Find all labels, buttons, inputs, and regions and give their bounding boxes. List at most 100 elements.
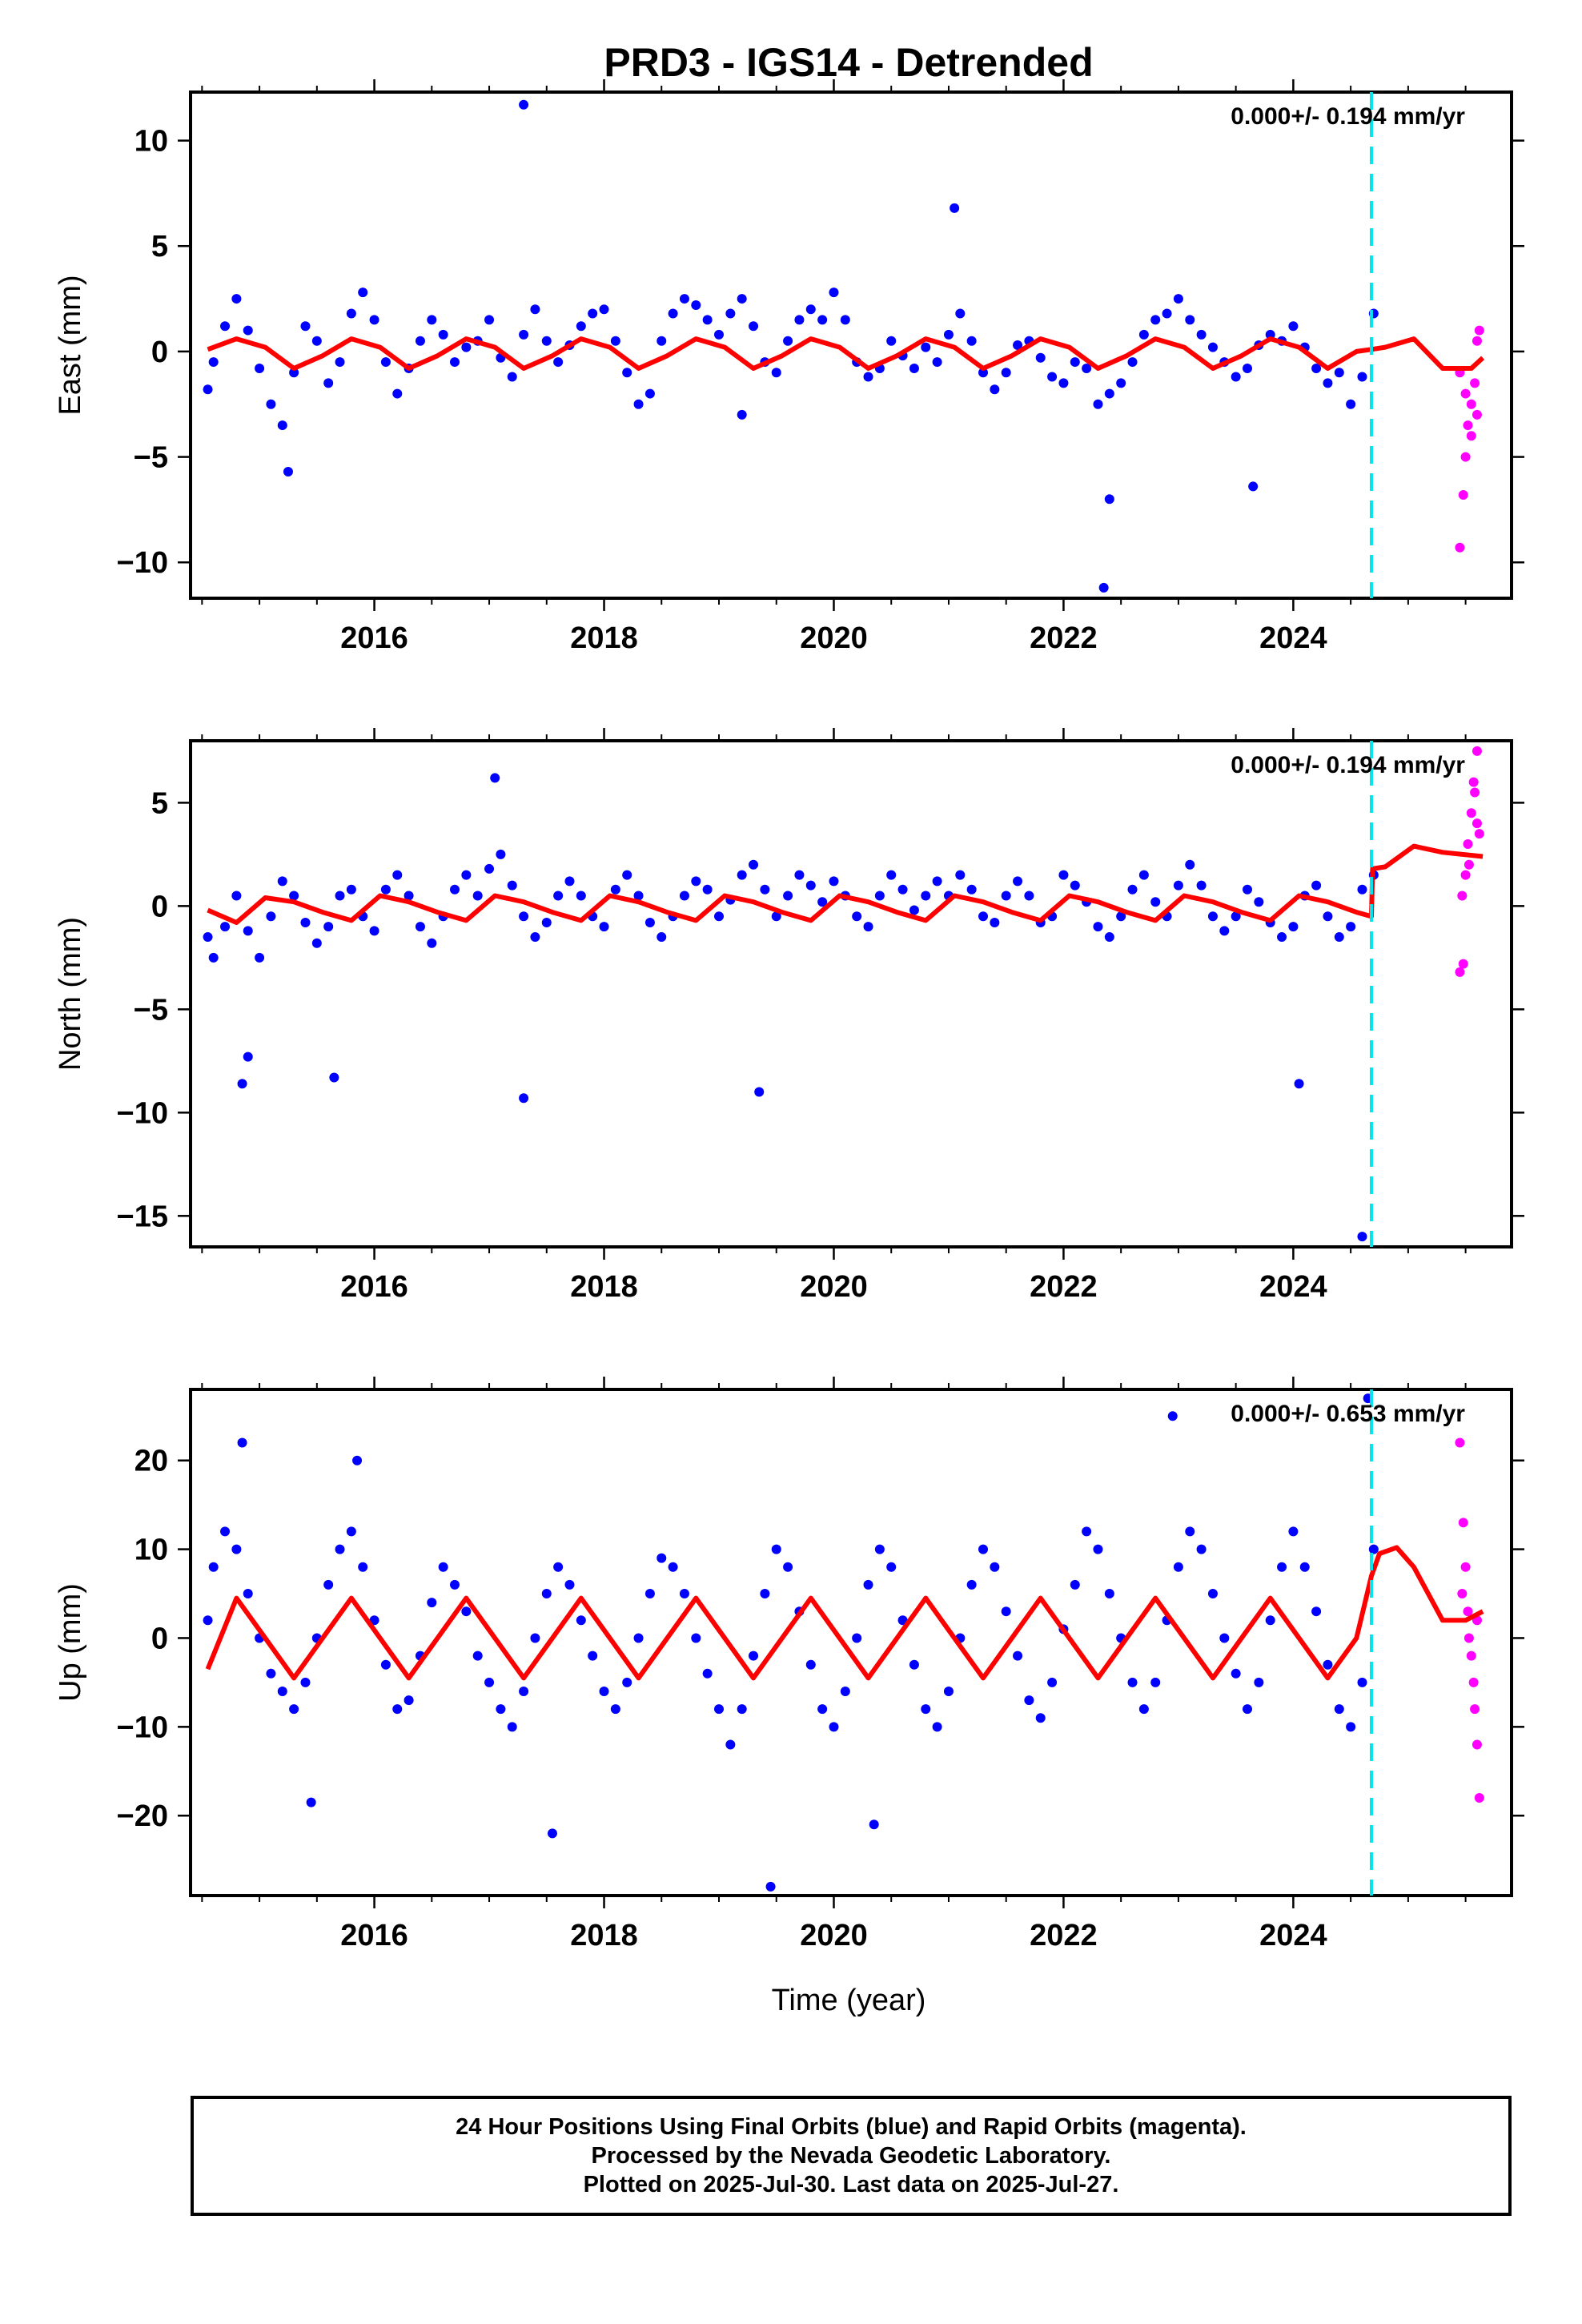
rapid-point [1474, 1793, 1484, 1803]
final-point [829, 287, 839, 298]
rapid-point [1460, 1562, 1471, 1572]
final-point [1138, 329, 1149, 340]
rapid-point [1460, 870, 1471, 880]
final-point [1288, 922, 1299, 932]
rapid-point [1457, 1589, 1468, 1599]
final-point [335, 891, 345, 901]
final-point [725, 1739, 736, 1750]
final-point [358, 1562, 368, 1572]
final-point [886, 1562, 897, 1572]
final-point [978, 368, 988, 378]
final-point [329, 1072, 339, 1083]
final-point [1299, 1562, 1310, 1572]
rapid-point [1466, 399, 1476, 409]
final-point [1070, 1579, 1080, 1590]
final-point [427, 938, 437, 948]
x-tick-label: 2024 [1259, 621, 1327, 655]
final-point [760, 1589, 770, 1599]
final-point [300, 321, 311, 332]
final-point [869, 1819, 879, 1830]
panel-frame [189, 739, 1513, 1248]
rate-label: 0.000+/- 0.194 mm/yr [1231, 103, 1465, 130]
x-tick-label: 2020 [800, 1270, 868, 1304]
final-point [1207, 911, 1218, 922]
final-point [1243, 1704, 1252, 1715]
x-axis-label: Time (year) [772, 1984, 926, 2017]
y-tick-label: −20 [117, 1799, 168, 1833]
y-tick-label: −10 [117, 1711, 168, 1744]
final-point [691, 300, 701, 310]
final-point [610, 884, 620, 895]
final-point [484, 315, 495, 325]
final-point [771, 1544, 781, 1554]
rate-label: 0.000+/- 0.653 mm/yr [1231, 1401, 1465, 1427]
final-point [306, 1797, 316, 1807]
x-tick-label: 2020 [800, 621, 868, 655]
final-point [335, 1544, 345, 1554]
final-point [622, 368, 632, 378]
final-point [519, 911, 529, 922]
panel-frame [189, 1388, 1513, 1897]
final-point [1047, 1677, 1058, 1687]
footer-line-1: 24 Hour Positions Using Final Orbits (bl… [456, 2114, 1247, 2140]
final-point [1024, 891, 1034, 901]
final-point [714, 329, 724, 340]
final-point [1104, 494, 1114, 505]
final-point [840, 315, 850, 325]
final-point [702, 315, 713, 325]
final-point [1127, 884, 1138, 895]
rapid-point [1472, 1739, 1482, 1750]
final-point [1357, 372, 1367, 382]
final-point [438, 1562, 448, 1572]
x-tick-label: 2016 [340, 1919, 408, 1952]
rapid-point [1458, 489, 1468, 500]
final-point [783, 891, 793, 901]
final-point [415, 336, 425, 346]
final-point [380, 884, 391, 895]
final-point [656, 932, 667, 943]
rapid-point [1474, 829, 1484, 839]
final-point [966, 884, 977, 895]
plot-area [203, 741, 1484, 1247]
final-point [1196, 1544, 1207, 1554]
final-point [530, 932, 540, 943]
final-point [1265, 1615, 1275, 1626]
final-point [1243, 884, 1252, 895]
final-point [564, 1579, 575, 1590]
final-point [950, 203, 960, 213]
final-point [323, 1579, 334, 1590]
final-point [1093, 399, 1103, 409]
final-point [392, 870, 403, 880]
final-point [1138, 1704, 1149, 1715]
x-tick-label: 2022 [1030, 1919, 1098, 1952]
final-point [921, 342, 931, 352]
final-point [1357, 1232, 1367, 1242]
final-point [1219, 926, 1230, 936]
y-tick-label: 5 [151, 786, 168, 820]
rapid-point [1460, 452, 1471, 462]
y-tick-label: −5 [134, 441, 168, 475]
final-point [610, 336, 620, 346]
final-point [932, 1722, 942, 1732]
final-point [783, 336, 793, 346]
final-point [1311, 880, 1322, 891]
final-point [633, 891, 644, 901]
final-point [943, 329, 954, 340]
panels: 2016 2018 2020 2022 2024 −10 −5 0 5 10 East (mm) 0.… [54, 79, 1524, 1952]
final-point [255, 952, 265, 963]
final-point [450, 357, 460, 368]
final-point [311, 336, 322, 346]
x-tick-label: 2020 [800, 1919, 868, 1952]
final-point [519, 1093, 529, 1104]
y-tick-label: 0 [151, 1622, 168, 1655]
final-point [1098, 582, 1109, 593]
final-point [656, 1553, 667, 1563]
final-point [289, 1704, 299, 1715]
final-point [461, 1606, 472, 1617]
final-point [289, 891, 299, 901]
final-point [1219, 1633, 1230, 1643]
final-point [1231, 911, 1241, 922]
final-point [427, 315, 437, 325]
final-point [1001, 891, 1011, 901]
